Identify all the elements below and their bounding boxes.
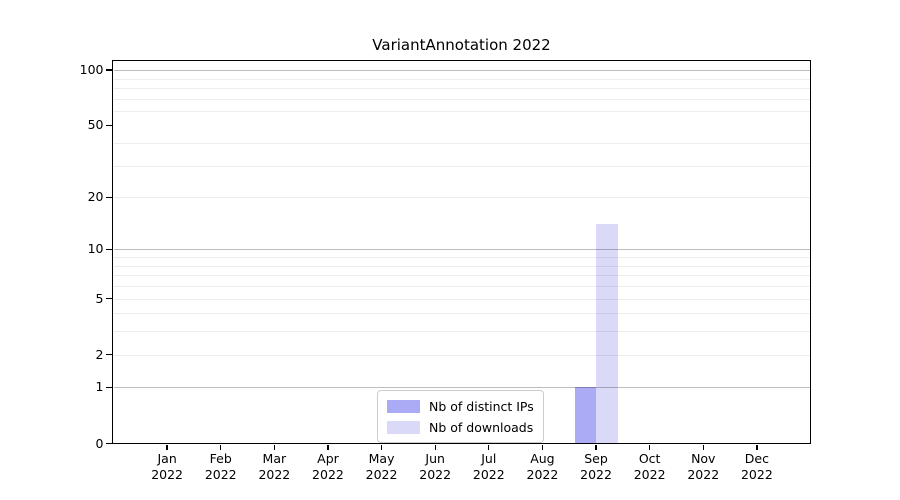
minor-gridline [113,165,811,167]
x-tick-label: Jan 2022 [151,450,184,482]
legend: Nb of distinct IPs Nb of downloads [377,390,544,443]
x-tick [327,444,329,450]
legend-entry-downloads: Nb of downloads [387,418,534,436]
minor-gridline [113,354,811,356]
major-gridline [113,249,811,251]
x-tick-label: Feb 2022 [204,450,237,482]
x-tick [541,444,544,450]
x-tick-label: May 2022 [365,450,398,482]
y-tick-label: 50 [87,117,104,133]
x-tick [488,444,490,450]
x-tick [434,444,436,450]
minor-gridline [113,313,811,315]
minor-gridline [113,110,811,112]
major-gridline [113,70,811,72]
x-tick-label: Jun 2022 [419,450,452,482]
y-tick-label: 2 [95,346,104,362]
y-tick-label: 5 [95,290,104,306]
y-tick-label: 1 [95,379,104,395]
y-tick [106,248,112,251]
bar-sep-downloads [596,224,618,444]
major-gridline [113,387,811,389]
x-tick [649,444,651,450]
minor-gridline [113,98,811,100]
x-tick [273,444,275,450]
y-tick-label: 0 [95,435,104,451]
x-tick-label: Dec 2022 [740,450,773,482]
legend-swatch-downloads-icon [387,420,420,434]
x-tick [756,444,758,450]
x-tick-label: Oct 2022 [633,450,666,482]
x-tick-label: Sep 2022 [580,450,612,482]
x-tick [166,444,168,450]
y-tick [106,196,112,198]
x-tick-label: Jul 2022 [472,450,505,482]
y-tick-label: 10 [87,241,104,257]
x-tick-label: Mar 2022 [258,450,291,482]
x-tick [220,444,222,450]
minor-gridline [113,275,811,277]
minor-gridline [113,87,811,89]
legend-entry-distinct-ips: Nb of distinct IPs [387,397,534,415]
y-tick [106,442,112,445]
y-tick [106,353,112,356]
x-tick [380,444,383,450]
x-tick-label: Aug 2022 [526,450,559,482]
minor-gridline [113,143,811,145]
y-tick-label: 20 [87,189,104,205]
x-tick [702,444,704,450]
minor-gridline [113,298,811,300]
minor-gridline [113,257,811,259]
legend-swatch-distinct-ips-icon [387,399,420,413]
chart-title: VariantAnnotation 2022 [372,36,551,54]
minor-gridline [113,265,811,267]
y-tick-label: 100 [79,62,104,78]
bar-sep-distinct-ips [574,387,597,444]
minor-gridline [113,331,811,333]
y-tick [106,297,112,300]
y-tick [106,69,112,71]
y-tick [106,386,112,389]
x-tick [595,444,597,450]
legend-label-downloads: Nb of downloads [429,419,534,435]
minor-gridline [113,197,811,199]
legend-label-distinct-ips: Nb of distinct IPs [429,398,534,414]
y-tick [106,124,112,127]
minor-gridline [113,286,811,288]
minor-gridline [113,78,811,80]
x-tick-label: Apr 2022 [312,450,344,482]
x-tick-label: Nov 2022 [687,450,720,482]
